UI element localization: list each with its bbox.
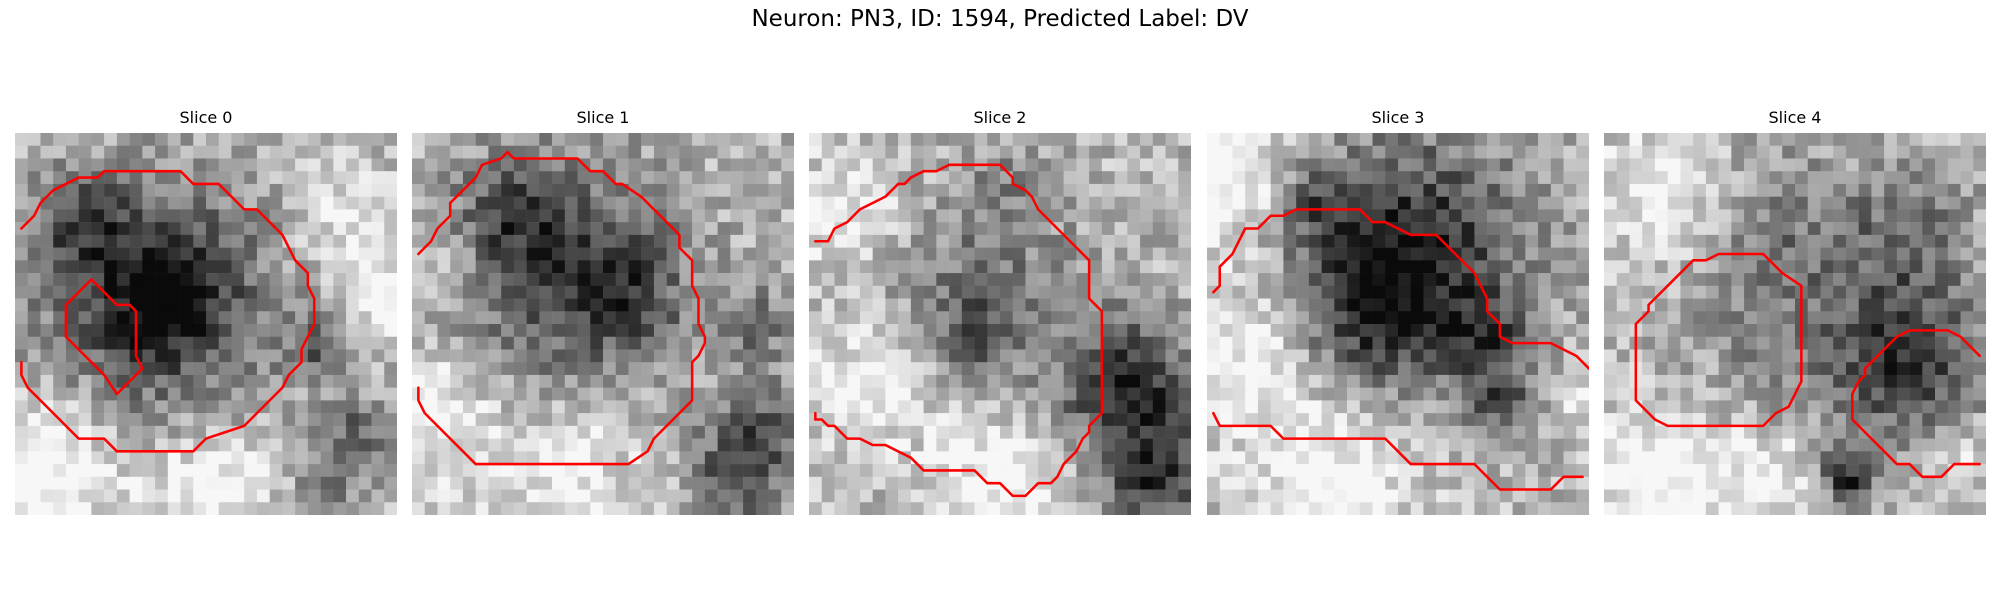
slice-panel-3: Slice 3 [1207, 108, 1589, 515]
slice-panel-0: Slice 0 [15, 108, 397, 515]
contour-line-0 [1212, 208, 1589, 370]
pixel-grid [15, 133, 397, 515]
contour-line-2 [1851, 329, 1981, 396]
slice-image-0 [15, 133, 397, 515]
slice-image-1 [412, 133, 794, 515]
pixel-grid [809, 133, 1191, 515]
slice-image-3 [1207, 133, 1589, 515]
slice-image-2 [809, 133, 1191, 515]
contour-line-1 [1212, 411, 1584, 491]
pixel-grid [412, 133, 794, 515]
contour-line-1 [1851, 392, 1981, 479]
contour-line-1 [64, 278, 144, 396]
contour-line-0 [417, 150, 707, 466]
contour-line-0 [20, 169, 316, 453]
slice-image-4 [1604, 133, 1986, 515]
slice-title-1: Slice 1 [576, 108, 630, 127]
slice-title-0: Slice 0 [179, 108, 233, 127]
slice-panel-4: Slice 4 [1604, 108, 1986, 515]
slice-title-3: Slice 3 [1371, 108, 1425, 127]
contour-line-0 [814, 163, 1104, 498]
slice-panel-1: Slice 1 [412, 108, 794, 515]
slice-title-2: Slice 2 [973, 108, 1027, 127]
figure-title: Neuron: PN3, ID: 1594, Predicted Label: … [751, 6, 1249, 32]
slice-title-4: Slice 4 [1768, 108, 1822, 127]
contour-line-0 [1634, 252, 1803, 428]
slice-panel-2: Slice 2 [809, 108, 1191, 515]
pixel-grid [1207, 133, 1589, 515]
pixel-grid [1604, 133, 1986, 515]
